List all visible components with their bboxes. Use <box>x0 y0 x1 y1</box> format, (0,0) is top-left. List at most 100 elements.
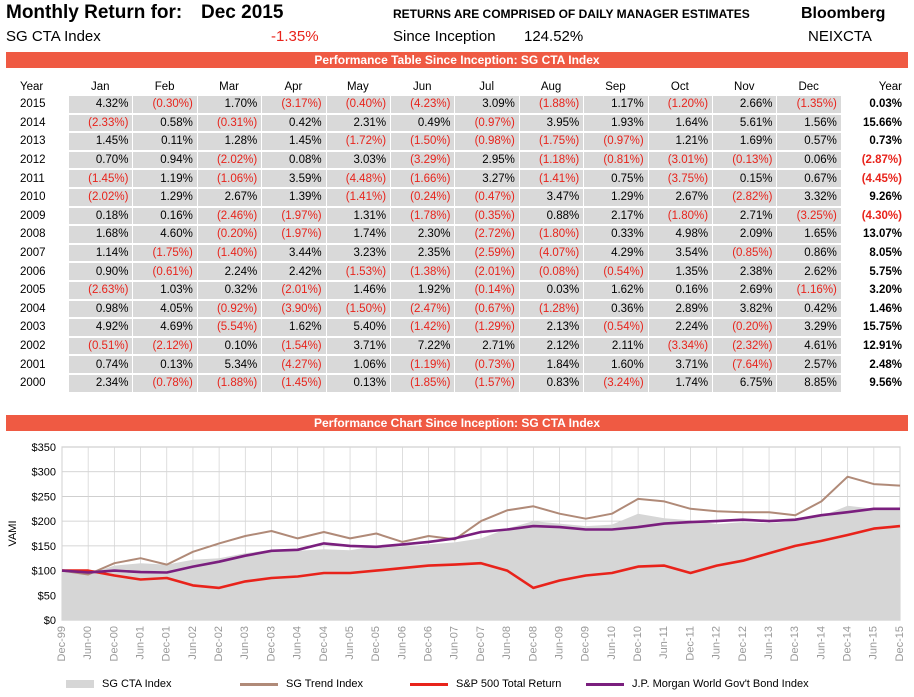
monthly-return-cell: (0.81%) <box>583 151 648 169</box>
x-tick-label: Dec-01 <box>161 626 173 661</box>
table-row: 2003 4.92% 4.69% (5.54%) 1.62% 5.40% (1.42%) (1… <box>6 319 908 336</box>
y-tick-label: $350 <box>32 442 56 454</box>
monthly-return-cell: 3.29% <box>776 319 841 336</box>
monthly-return-cell: 0.18% <box>68 207 133 225</box>
column-header: Aug <box>540 81 562 93</box>
table-row: 2006 0.90% (0.61%) 2.24% 2.42% (1.53%) (1.38%)… <box>6 263 908 280</box>
column-header: Oct <box>670 81 689 93</box>
monthly-return-cell: 2.09% <box>712 226 777 243</box>
legend-swatch <box>66 680 94 689</box>
monthly-return-cell: (1.45%) <box>68 170 133 187</box>
monthly-return-cell: (3.34%) <box>647 337 713 355</box>
monthly-return-cell: 3.47% <box>518 188 584 206</box>
monthly-return-cell: 1.74% <box>647 374 713 392</box>
annual-return-cell: 9.56% <box>840 374 908 392</box>
monthly-return-cell: 3.09% <box>454 96 519 113</box>
monthly-return-cell: (1.53%) <box>325 263 391 280</box>
monthly-return-cell: 3.59% <box>261 170 326 187</box>
monthly-return-cell: (1.88%) <box>196 374 262 392</box>
y-tick-label: $300 <box>32 467 56 479</box>
x-tick-label: Jun-09 <box>553 626 565 660</box>
monthly-return-cell: 2.24% <box>647 319 713 336</box>
monthly-return-cell: 3.95% <box>518 114 584 132</box>
x-tick-label: Jun-13 <box>763 626 775 660</box>
monthly-return-cell: 0.13% <box>132 356 197 373</box>
monthly-return-cell: 1.31% <box>325 207 391 225</box>
monthly-return-cell: 2.30% <box>390 226 455 243</box>
table-row: 2014 (2.33%) 0.58% (0.31%) 0.42% 2.31% 0.49% (0… <box>6 114 908 132</box>
monthly-return-cell: (2.47%) <box>390 300 455 318</box>
monthly-return-cell: (1.66%) <box>390 170 455 187</box>
monthly-return-cell: 2.66% <box>712 96 777 113</box>
x-tick-label: Dec-13 <box>789 626 801 661</box>
monthly-return-cell: (3.75%) <box>647 170 713 187</box>
monthly-return-cell: 3.32% <box>776 188 841 206</box>
table-row: 2012 0.70% 0.94% (2.02%) 0.08% 3.03% (3.29%) 2.… <box>6 151 908 169</box>
x-tick-label: Jun-05 <box>344 626 356 660</box>
data-source: Bloomberg <box>801 5 886 22</box>
monthly-return-cell: (0.54%) <box>583 263 648 280</box>
monthly-return-cell: 2.69% <box>712 281 777 299</box>
monthly-return-cell: (0.78%) <box>132 374 197 392</box>
annual-return-cell: 2.48% <box>840 356 908 373</box>
monthly-return-cell: (0.47%) <box>454 188 519 206</box>
annual-return-cell: 8.05% <box>840 244 908 262</box>
column-header: Feb <box>154 81 175 93</box>
monthly-return-cell: 0.67% <box>776 170 841 187</box>
monthly-return-cell: (0.73%) <box>454 356 519 373</box>
monthly-return-cell: (1.35%) <box>776 96 841 113</box>
monthly-return-cell: (4.23%) <box>390 96 455 113</box>
monthly-return-cell: 0.32% <box>196 281 262 299</box>
monthly-return-cell: (1.75%) <box>518 133 584 150</box>
monthly-return-cell: 5.40% <box>325 319 391 336</box>
monthly-return-cell: (3.25%) <box>776 207 841 225</box>
series-sp500-line <box>62 524 901 590</box>
monthly-return-cell: 0.13% <box>325 374 391 392</box>
monthly-return-cell: 0.86% <box>776 244 841 262</box>
year-cell: 2001 <box>6 356 69 373</box>
report-month: Dec 2015 <box>201 2 284 23</box>
monthly-return-cell: 0.15% <box>712 170 777 187</box>
monthly-return-cell: (5.54%) <box>196 319 262 336</box>
monthly-return-cell: (1.38%) <box>390 263 455 280</box>
table-row: 2008 1.68% 4.60% (0.20%) (1.97%) 1.74% 2.30% (2… <box>6 226 908 243</box>
monthly-return-cell: (0.98%) <box>454 133 519 150</box>
monthly-return-cell: (0.67%) <box>454 300 519 318</box>
monthly-return-cell: 1.46% <box>325 281 391 299</box>
monthly-return-cell: (1.97%) <box>261 226 326 243</box>
year-cell: 2003 <box>6 319 69 336</box>
x-tick-label: Jun-08 <box>501 626 513 660</box>
monthly-return-cell: 0.98% <box>68 300 133 318</box>
annual-return-cell: 1.46% <box>840 300 908 318</box>
monthly-return-cell: 2.11% <box>583 337 648 355</box>
y-tick-label: $50 <box>38 590 56 602</box>
monthly-return-cell: (1.45%) <box>261 374 326 392</box>
legend-item: SG Trend Index <box>240 678 363 690</box>
monthly-return-cell: (1.42%) <box>390 319 455 336</box>
year-cell: 2007 <box>6 244 69 262</box>
monthly-return-cell: 3.03% <box>325 151 391 169</box>
monthly-return-cell: (0.92%) <box>196 300 262 318</box>
monthly-return-cell: 6.75% <box>712 374 777 392</box>
monthly-return-cell: 2.31% <box>325 114 391 132</box>
chart-banner: Performance Chart Since Inception: SG CT… <box>6 415 908 431</box>
table-header-row: Year Jan Feb Mar Apr May Jun Jul Aug Sep Oct Nov Dec… <box>6 80 908 94</box>
monthly-return-cell: (2.01%) <box>261 281 326 299</box>
monthly-return-label: Monthly Return for: <box>6 2 183 23</box>
monthly-return-cell: (2.01%) <box>454 263 519 280</box>
series-bond-line <box>61 507 900 574</box>
monthly-return-cell: (4.48%) <box>325 170 391 187</box>
monthly-return-cell: 1.64% <box>647 114 713 132</box>
year-cell: 2012 <box>6 151 69 169</box>
monthly-return-cell: (2.33%) <box>68 114 133 132</box>
annual-return-cell: (2.87%) <box>840 151 908 169</box>
x-tick-label: Dec-05 <box>370 626 382 661</box>
annual-return-cell: (4.45%) <box>840 170 908 187</box>
monthly-return-cell: 0.94% <box>132 151 197 169</box>
y-tick-label: $150 <box>32 541 56 553</box>
monthly-return-cell: (1.54%) <box>261 337 326 355</box>
year-cell: 2009 <box>6 207 69 225</box>
monthly-return-cell: 0.70% <box>68 151 133 169</box>
monthly-return-cell: (2.63%) <box>68 281 133 299</box>
monthly-return-cell: 0.74% <box>68 356 133 373</box>
